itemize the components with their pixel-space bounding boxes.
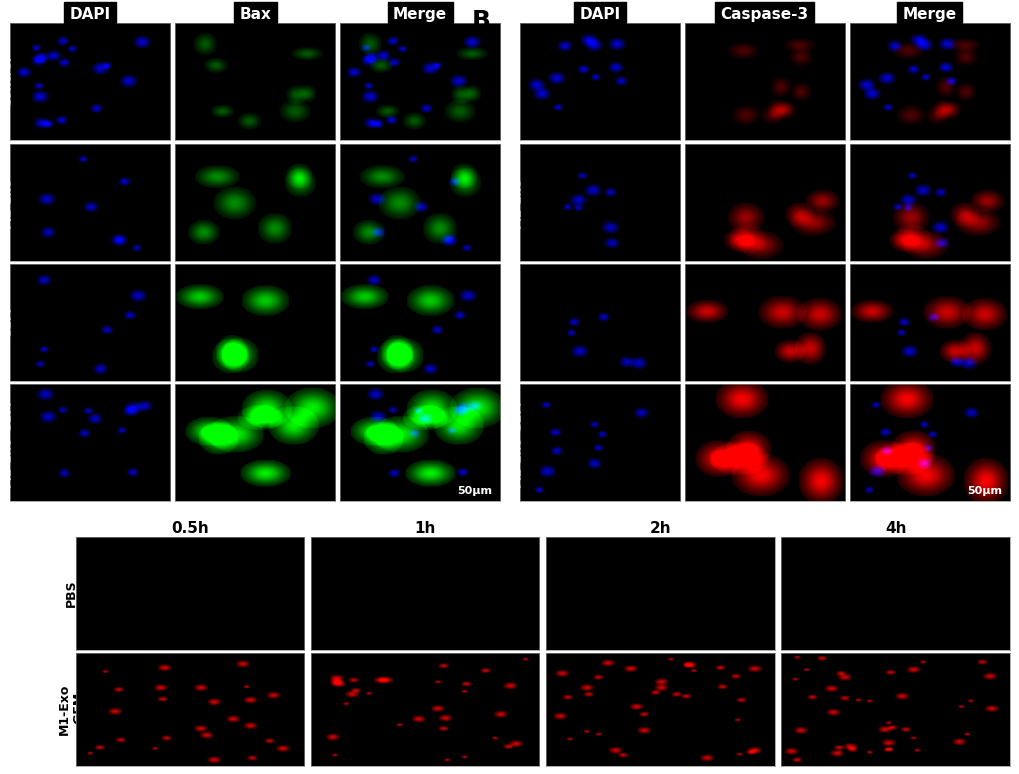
Y-axis label: M1-Exo: M1-Exo bbox=[1, 176, 14, 228]
Y-axis label: M1-Exo-GEM: M1-Exo-GEM bbox=[1, 399, 14, 487]
Title: Merge: Merge bbox=[392, 7, 446, 22]
Title: Caspase-3: Caspase-3 bbox=[720, 7, 808, 22]
Title: 0.5h: 0.5h bbox=[171, 521, 209, 536]
Y-axis label: Control: Control bbox=[511, 56, 523, 108]
Text: 50μm: 50μm bbox=[966, 485, 1001, 495]
Title: 1h: 1h bbox=[414, 521, 435, 536]
Y-axis label: Control: Control bbox=[1, 56, 14, 108]
Text: 50μm: 50μm bbox=[457, 485, 492, 495]
Y-axis label: PBS: PBS bbox=[65, 580, 77, 607]
Title: DAPI: DAPI bbox=[69, 7, 111, 22]
Y-axis label: M1-Exo-GEM: M1-Exo-GEM bbox=[511, 399, 523, 487]
Text: B: B bbox=[472, 9, 490, 33]
Y-axis label: GEM: GEM bbox=[511, 307, 523, 338]
Title: Merge: Merge bbox=[902, 7, 956, 22]
Y-axis label: M1-Exo
-GEM: M1-Exo -GEM bbox=[57, 684, 86, 735]
Title: 4h: 4h bbox=[883, 521, 906, 536]
Title: 2h: 2h bbox=[649, 521, 671, 536]
Y-axis label: GEM: GEM bbox=[1, 307, 14, 338]
Title: Bax: Bax bbox=[239, 7, 271, 22]
Y-axis label: M1-Exo: M1-Exo bbox=[511, 176, 523, 228]
Title: DAPI: DAPI bbox=[579, 7, 620, 22]
